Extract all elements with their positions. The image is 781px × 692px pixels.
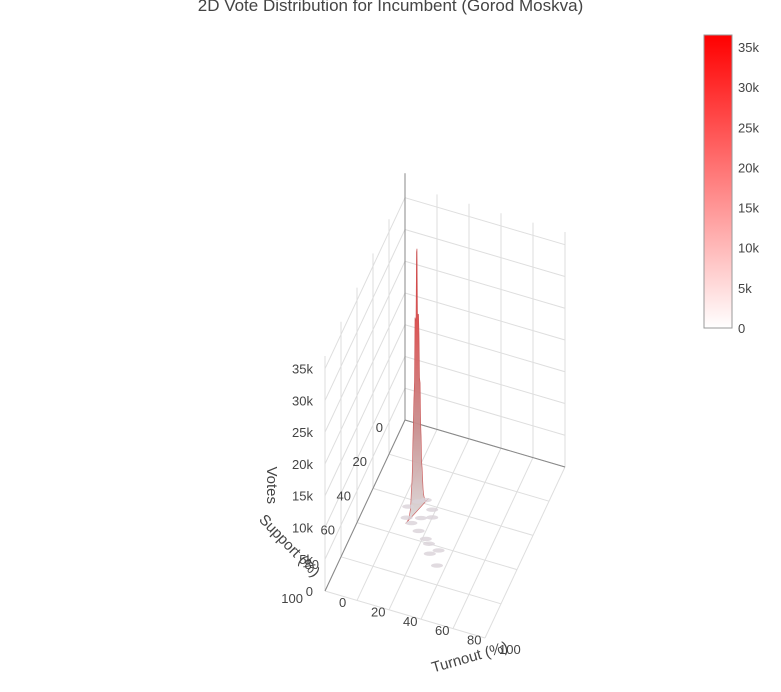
grid-line (356, 429, 438, 601)
turnout-tick-label: 100 (499, 642, 521, 657)
support-tick-label: 80 (305, 557, 319, 572)
turnout-tick-label: 20 (371, 604, 385, 619)
z-tick-label: 5k (299, 552, 313, 567)
grid-line (404, 228, 566, 277)
colorbar-tick-label: 35k (738, 40, 759, 55)
grid-line (404, 387, 566, 436)
turnout-tick-label: 0 (339, 595, 346, 610)
surface-peak (405, 248, 429, 525)
turnout-tick-label: 40 (403, 614, 417, 629)
grid-line (340, 556, 502, 605)
surface-patch (431, 563, 443, 568)
surface-patch (412, 528, 425, 534)
grid-line (404, 260, 566, 309)
support-tick-label: 60 (321, 523, 335, 538)
colorbar: 0 5k 10k 15k 20k 25k 30k 35k (703, 34, 759, 336)
colorbar-tick-label: 30k (738, 80, 759, 95)
surface-patch (415, 515, 427, 521)
grid-line (324, 261, 406, 433)
surface-patch (426, 507, 439, 512)
grid-line (404, 197, 566, 246)
axis-edge (324, 419, 406, 592)
z-tick-label: 25k (292, 425, 313, 440)
support-tick-label: 100 (281, 591, 303, 606)
grid-line (372, 487, 534, 536)
z-tick-label: 10k (292, 520, 313, 535)
surface-patch (419, 497, 432, 503)
grid-line (404, 292, 566, 341)
surface-patch (400, 515, 413, 520)
grid-line (324, 229, 406, 401)
surface-patch (402, 504, 415, 509)
grid-line (484, 466, 566, 639)
colorbar-tick-label: 25k (738, 120, 759, 135)
grid-lines (324, 173, 566, 639)
z-axis-title: Votes (263, 466, 280, 504)
grid-line (324, 356, 406, 528)
surface-patch (423, 541, 435, 546)
grid-line (324, 292, 406, 465)
support-tick-label: 0 (376, 420, 383, 435)
surface-mesh (400, 248, 445, 568)
colorbar-tick-label: 10k (738, 241, 759, 256)
surface-patch (432, 548, 445, 553)
grid-line (420, 447, 502, 620)
support-tick-label: 40 (337, 488, 351, 503)
support-tick-label: 20 (353, 454, 367, 469)
chart-title: 2D Vote Distribution for Incumbent (Goro… (197, 0, 584, 15)
z-tick-label: 20k (292, 457, 313, 472)
grid-line (404, 324, 566, 373)
z-tick-label: 30k (292, 393, 313, 408)
grid-line (324, 324, 406, 496)
grid-line (356, 522, 518, 571)
colorbar-tick-label: 0 (738, 321, 745, 336)
colorbar-gradient (703, 34, 733, 329)
colorbar-tick-label: 15k (738, 201, 759, 216)
z-tick-label: 0 (306, 584, 313, 599)
turnout-tick-label: 80 (467, 633, 481, 648)
grid-line (324, 590, 486, 639)
surface-patch (405, 520, 418, 526)
grid-line (404, 356, 566, 404)
surface-patch (423, 551, 436, 556)
grid-line (324, 197, 406, 369)
grid-line (388, 438, 470, 611)
grid-line (452, 457, 534, 629)
colorbar-tick-label: 5k (738, 281, 752, 296)
colorbar-tick-label: 20k (738, 160, 759, 175)
surface-patch (419, 536, 432, 542)
grid-line (324, 388, 406, 560)
z-tick-label: 35k (292, 362, 313, 377)
z-tick-label: 15k (292, 489, 313, 504)
axis-edge (404, 419, 566, 468)
surface-patch (426, 515, 439, 520)
turnout-tick-label: 60 (435, 623, 449, 638)
